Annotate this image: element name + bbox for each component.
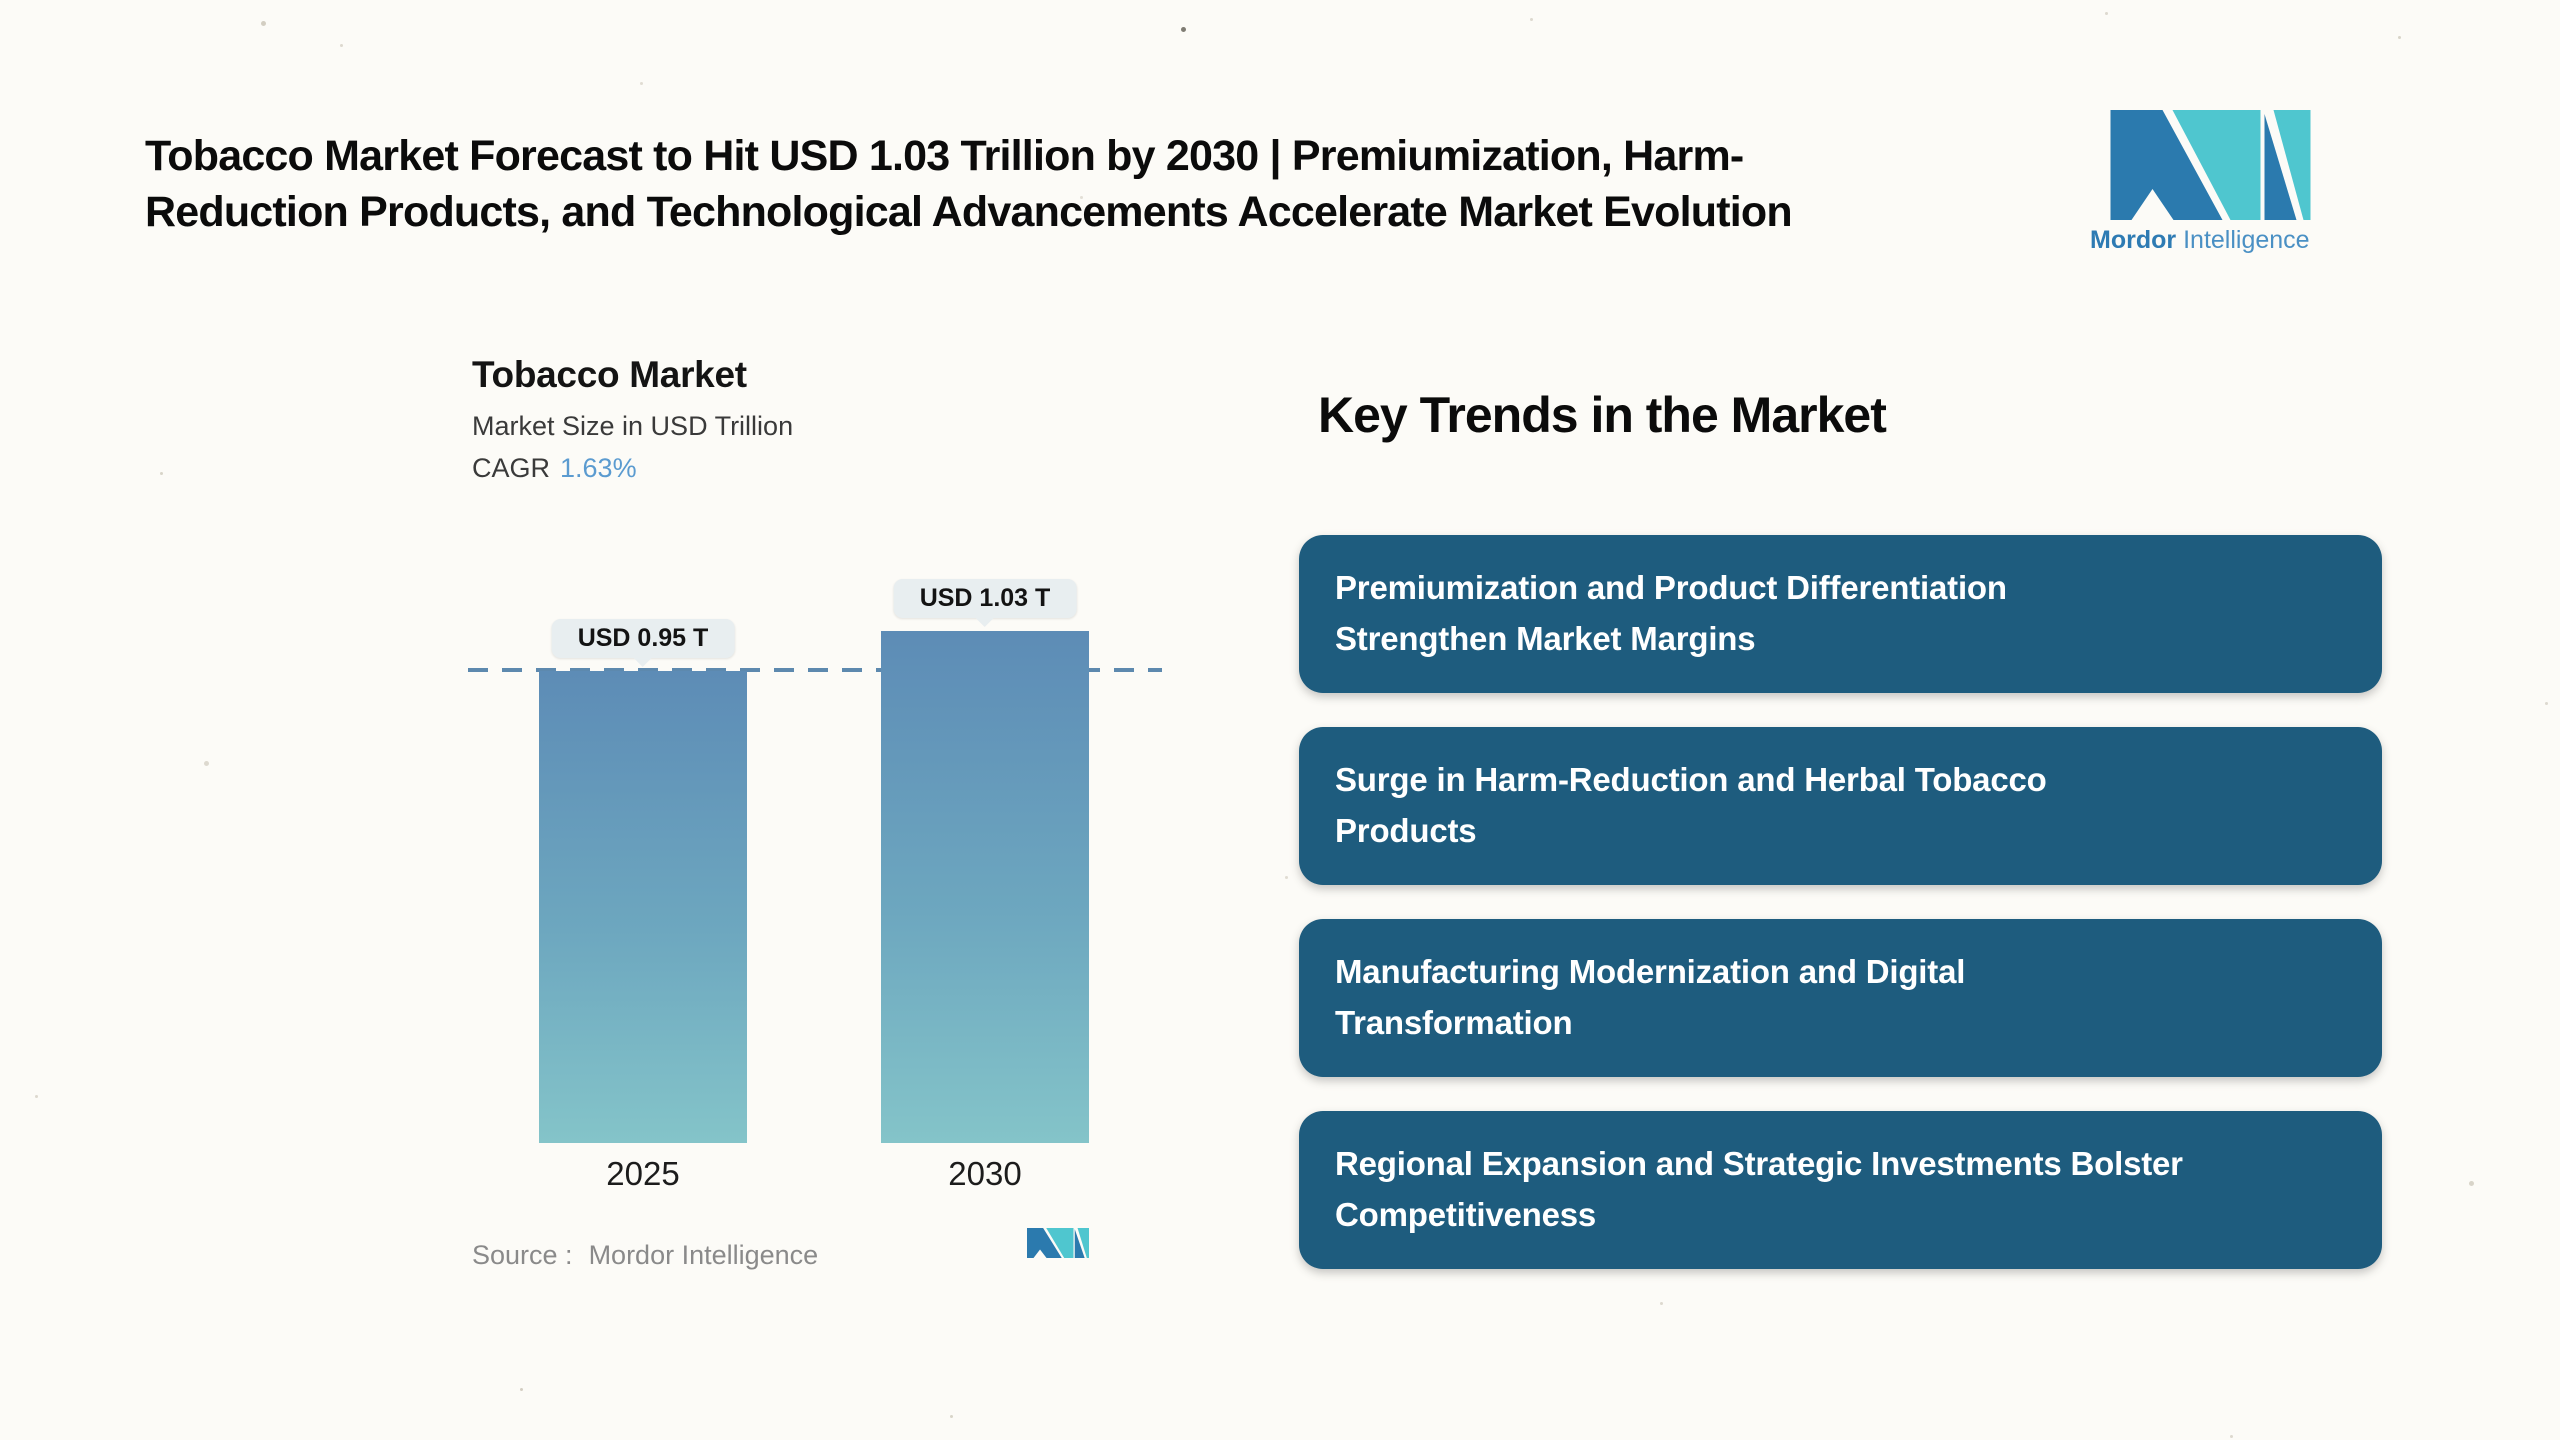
trend-text-line: Competitiveness — [1335, 1196, 1597, 1233]
page-title: Tobacco Market Forecast to Hit USD 1.03 … — [145, 128, 2065, 240]
x-axis-label: 2025 — [606, 1155, 680, 1192]
bar-column-2030: USD 1.03 T 2030 — [881, 520, 1089, 1192]
chart-subtitle: Market Size in USD Trillion — [472, 411, 794, 441]
trend-text-line: Premiumization and Product Differentiati… — [1335, 569, 2007, 606]
source-value: Mordor Intelligence — [588, 1240, 819, 1270]
mordor-intelligence-logo-icon — [2110, 110, 2311, 220]
trend-text-line: Surge in Harm-Reduction and Herbal Tobac… — [1335, 761, 2047, 798]
company-logo-wordmark: Mordor Intelligence — [2090, 226, 2420, 255]
trend-text-line: Manufacturing Modernization and Digital — [1335, 953, 1966, 990]
bar — [539, 671, 747, 1143]
chart-header: Tobacco Market Market Size in USD Trilli… — [472, 354, 793, 484]
trend-text-line: Products — [1335, 812, 1477, 849]
bar-value-badge: USD 1.03 T — [893, 579, 1077, 618]
background-speckles — [0, 0, 3, 3]
source-line: Source : Mordor Intelligence — [472, 1240, 818, 1271]
trend-box-manufacturing: Manufacturing Modernization and Digital … — [1299, 919, 2382, 1077]
company-logo: Mordor Intelligence — [2090, 110, 2420, 255]
key-trends-heading: Key Trends in the Market — [1318, 387, 1887, 443]
trend-text-line: Strengthen Market Margins — [1335, 620, 1756, 657]
logo-word-intelligence: Intelligence — [2183, 226, 2310, 254]
reference-dashed-line — [468, 668, 1162, 672]
trend-box-harm-reduction: Surge in Harm-Reduction and Herbal Tobac… — [1299, 727, 2382, 885]
x-axis-label: 2030 — [948, 1155, 1022, 1192]
trend-text-line: Transformation — [1335, 1004, 1573, 1041]
bar-column-2025: USD 0.95 T 2025 — [539, 520, 747, 1192]
trend-text-line: Regional Expansion and Strategic Investm… — [1335, 1145, 2183, 1182]
source-label: Source : — [472, 1240, 573, 1270]
trend-box-premiumization: Premiumization and Product Differentiati… — [1299, 535, 2382, 693]
page-title-line2: Reduction Products, and Technological Ad… — [145, 188, 1793, 236]
trend-box-regional-expansion: Regional Expansion and Strategic Investm… — [1299, 1111, 2382, 1269]
chart-title: Tobacco Market — [472, 354, 747, 395]
page-title-line1: Tobacco Market Forecast to Hit USD 1.03 … — [145, 132, 1744, 180]
cagr-label: CAGR — [472, 453, 551, 483]
chart-cagr-line: CAGR 1.63% — [472, 453, 793, 484]
mordor-intelligence-mini-logo-icon — [1027, 1228, 1089, 1258]
logo-word-mordor: Mordor — [2090, 226, 2177, 254]
cagr-value: 1.63% — [560, 453, 637, 483]
bar — [881, 631, 1089, 1143]
bar-value-badge: USD 0.95 T — [551, 619, 735, 658]
